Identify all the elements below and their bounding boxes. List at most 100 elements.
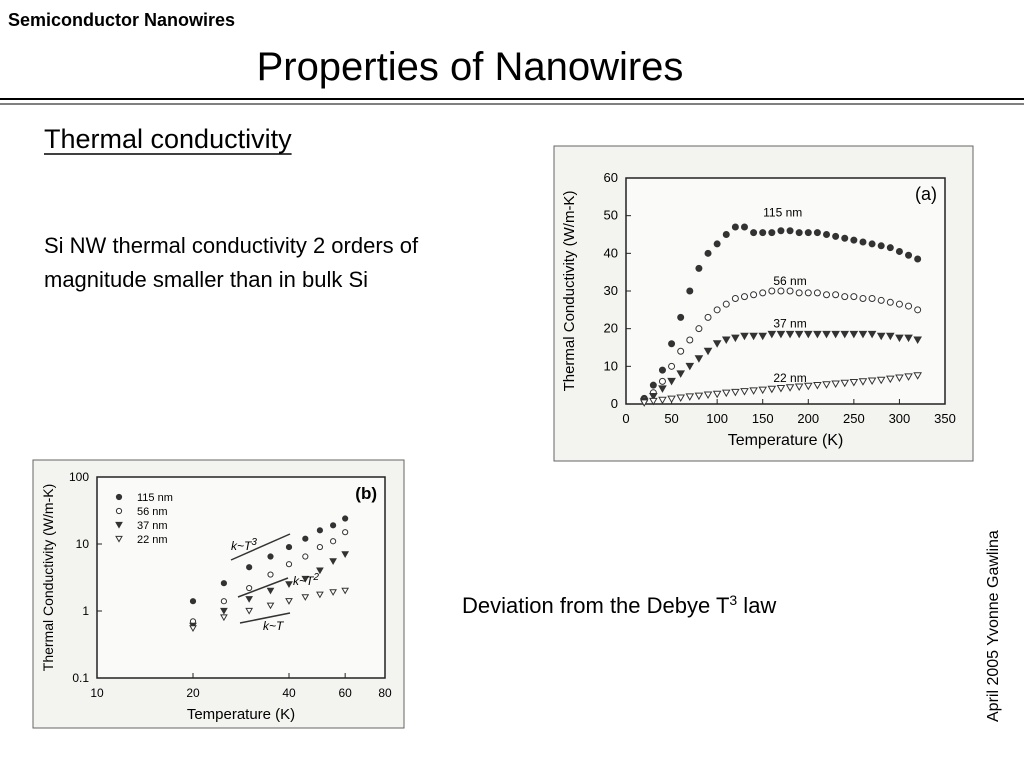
data-point bbox=[859, 295, 867, 303]
x-tick-label: 350 bbox=[934, 411, 956, 426]
data-point bbox=[758, 386, 768, 395]
data-point bbox=[895, 374, 904, 383]
data-point bbox=[341, 551, 350, 558]
data-point bbox=[904, 373, 913, 381]
data-point bbox=[794, 383, 804, 392]
legend-label: 56 nm bbox=[137, 506, 168, 518]
data-point bbox=[329, 558, 337, 565]
body-line: Si NW thermal conductivity 2 orders of bbox=[44, 233, 419, 258]
data-point bbox=[776, 385, 786, 393]
data-point bbox=[649, 397, 658, 406]
data-point bbox=[220, 607, 228, 615]
data-point bbox=[668, 340, 676, 348]
data-point bbox=[329, 589, 337, 596]
data-point bbox=[695, 264, 703, 272]
data-point bbox=[731, 295, 739, 303]
data-point bbox=[767, 330, 777, 339]
data-point bbox=[740, 332, 749, 341]
data-point bbox=[316, 567, 324, 575]
data-point bbox=[849, 330, 859, 339]
data-point bbox=[785, 330, 795, 339]
data-point bbox=[794, 330, 804, 339]
data-point bbox=[330, 538, 337, 545]
data-point bbox=[712, 390, 722, 399]
data-point bbox=[649, 381, 657, 389]
data-point bbox=[786, 287, 794, 295]
data-point bbox=[694, 355, 704, 363]
data-point bbox=[868, 240, 876, 248]
data-point bbox=[759, 289, 767, 297]
data-point bbox=[768, 287, 776, 295]
x-tick-label: 300 bbox=[889, 411, 911, 426]
y-tick-label: 0.1 bbox=[72, 671, 89, 685]
data-point bbox=[658, 385, 667, 393]
section-title: Semiconductor Nanowires bbox=[8, 10, 235, 30]
data-point bbox=[342, 529, 349, 536]
data-point bbox=[285, 561, 293, 568]
data-point bbox=[876, 376, 886, 385]
slope-guide bbox=[239, 612, 291, 624]
data-point bbox=[658, 396, 667, 405]
x-tick-label: 60 bbox=[338, 686, 352, 700]
data-point bbox=[341, 587, 350, 595]
slope-annotation: k~T3 bbox=[231, 537, 257, 553]
data-point bbox=[749, 387, 758, 395]
y-tick-label: 30 bbox=[604, 283, 618, 298]
legend-label: 22 nm bbox=[137, 534, 168, 546]
x-tick-label: 50 bbox=[664, 411, 678, 426]
data-point bbox=[316, 591, 324, 599]
data-point bbox=[795, 229, 803, 237]
data-point bbox=[886, 244, 894, 252]
data-point bbox=[668, 362, 676, 370]
data-point bbox=[266, 602, 275, 610]
data-point bbox=[713, 240, 721, 248]
data-point bbox=[342, 515, 349, 522]
data-point bbox=[220, 598, 228, 605]
slope-guide bbox=[237, 577, 289, 598]
data-point bbox=[776, 330, 786, 339]
x-axis-title: Temperature (K) bbox=[187, 706, 295, 723]
data-point bbox=[703, 391, 713, 399]
y-tick-label: 50 bbox=[604, 208, 618, 223]
data-point bbox=[686, 336, 694, 344]
data-point bbox=[777, 227, 785, 235]
data-point bbox=[867, 330, 877, 339]
data-point bbox=[658, 377, 666, 385]
legend-marker bbox=[115, 521, 123, 529]
data-point bbox=[731, 223, 739, 231]
data-point bbox=[189, 598, 197, 605]
data-point bbox=[285, 598, 293, 605]
slope-annotation: k~T bbox=[263, 619, 285, 633]
data-point bbox=[316, 543, 324, 551]
body-line: magnitude smaller than in bulk Si bbox=[44, 267, 368, 292]
x-tick-label: 80 bbox=[378, 686, 392, 700]
data-point bbox=[840, 379, 850, 388]
data-point bbox=[849, 379, 859, 387]
slope-guide bbox=[230, 533, 291, 561]
plot-area bbox=[96, 476, 386, 679]
x-tick-label: 150 bbox=[752, 411, 774, 426]
panel-label: (a) bbox=[915, 184, 937, 204]
data-point bbox=[823, 291, 831, 299]
data-point bbox=[767, 385, 777, 394]
data-point bbox=[876, 332, 886, 341]
data-point bbox=[302, 553, 309, 560]
data-point bbox=[301, 594, 310, 601]
data-point bbox=[330, 522, 337, 529]
data-point bbox=[759, 229, 767, 237]
series-label: 56 nm bbox=[773, 274, 806, 288]
data-point bbox=[777, 287, 785, 295]
data-point bbox=[904, 334, 913, 343]
heading: Thermal conductivity bbox=[44, 124, 292, 154]
data-point bbox=[677, 347, 685, 355]
data-point bbox=[246, 564, 253, 571]
y-tick-label: 60 bbox=[604, 170, 618, 185]
data-point bbox=[832, 232, 840, 240]
series-label: 22 nm bbox=[773, 371, 806, 385]
data-point bbox=[895, 334, 904, 343]
y-tick-label: 10 bbox=[76, 537, 90, 551]
data-point bbox=[913, 372, 922, 380]
data-point bbox=[803, 382, 813, 391]
x-tick-label: 20 bbox=[186, 686, 200, 700]
